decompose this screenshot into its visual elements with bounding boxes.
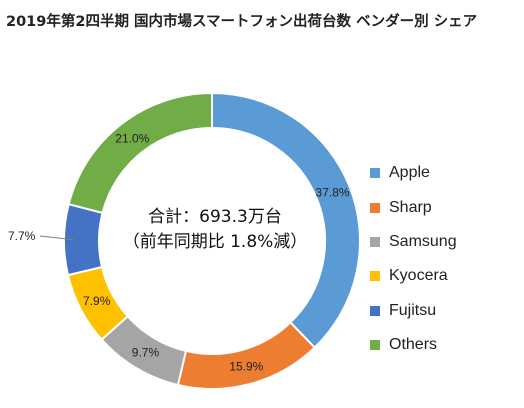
center-change-label: （前年同期比 1.8%減） bbox=[122, 232, 308, 252]
slice-label-kyocera: 7.9% bbox=[83, 294, 111, 308]
chart-legend: Apple Sharp Samsung Kyocera Fujitsu Others bbox=[370, 156, 457, 362]
legend-label-samsung: Samsung bbox=[389, 232, 457, 250]
legend-swatch-others bbox=[370, 340, 380, 351]
slice-label-fujitsu: 7.7% bbox=[8, 229, 36, 243]
legend-item-others: Others bbox=[370, 328, 457, 362]
legend-label-kyocera: Kyocera bbox=[389, 267, 448, 285]
legend-label-apple: Apple bbox=[389, 164, 430, 182]
legend-swatch-apple bbox=[370, 168, 380, 179]
slice-label-apple: 37.8% bbox=[316, 185, 350, 199]
legend-label-fujitsu: Fujitsu bbox=[389, 301, 437, 319]
slice-label-samsung: 9.7% bbox=[132, 346, 160, 360]
legend-item-kyocera: Kyocera bbox=[370, 259, 457, 293]
legend-item-samsung: Samsung bbox=[370, 225, 457, 259]
center-label: 合計：693.3万台 （前年同期比 1.8%減） bbox=[110, 205, 320, 255]
legend-label-sharp: Sharp bbox=[389, 198, 432, 216]
legend-swatch-samsung bbox=[370, 236, 380, 247]
legend-label-others: Others bbox=[389, 336, 438, 354]
legend-swatch-fujitsu bbox=[370, 305, 380, 316]
chart-title: 2019年第2四半期 国内市場スマートフォン出荷台数 ベンダー別 シェア bbox=[6, 14, 478, 30]
legend-item-fujitsu: Fujitsu bbox=[370, 294, 457, 328]
center-total-label: 合計：693.3万台 bbox=[148, 207, 282, 227]
slice-sharp bbox=[176, 320, 317, 390]
legend-swatch-kyocera bbox=[370, 271, 380, 282]
slice-label-others: 21.0% bbox=[115, 131, 149, 145]
slice-others bbox=[67, 91, 213, 215]
legend-swatch-sharp bbox=[370, 202, 380, 213]
slice-label-sharp: 15.9% bbox=[229, 359, 263, 373]
legend-item-apple: Apple bbox=[370, 156, 457, 190]
leader-line-fujitsu bbox=[39, 235, 75, 241]
legend-item-sharp: Sharp bbox=[370, 190, 457, 224]
